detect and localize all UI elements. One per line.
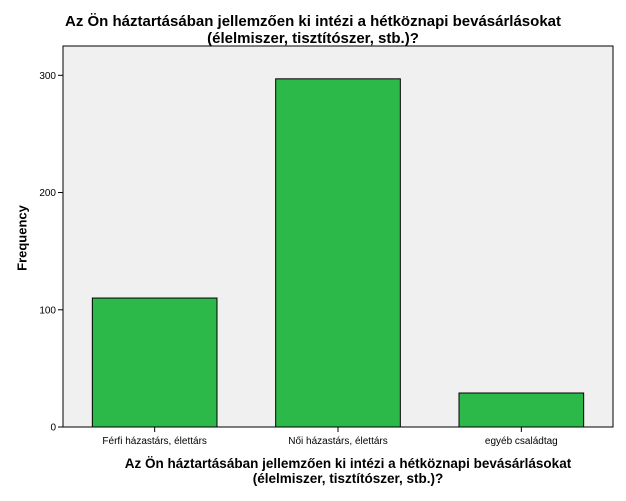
y-tick-label: 0 — [50, 423, 56, 434]
chart-title-line-2: (élelmiszer, tisztítószer, stb.)? — [207, 30, 419, 47]
x-axis-label: Az Ön háztartásában jellemzően ki intézi… — [35, 456, 626, 486]
y-tick-label: 300 — [39, 71, 56, 82]
x-axis-label-line-2: (élelmiszer, tisztítószer, stb.)? — [252, 471, 444, 486]
chart-title-line-1: Az Ön háztartásában jellemzően ki intézi… — [65, 13, 561, 30]
bar — [458, 392, 585, 428]
x-axis-label-line-1: Az Ön háztartásában jellemzően ki intézi… — [124, 456, 572, 471]
bar — [275, 78, 401, 428]
x-tick-label: egyéb családtag — [485, 436, 558, 447]
bar — [91, 297, 218, 428]
y-tick-label: 100 — [39, 305, 56, 316]
x-tick-label: Férfi házastárs, élettárs — [102, 436, 206, 447]
chart-title: Az Ön háztartásában jellemzően ki intézi… — [0, 13, 626, 47]
x-tick-label: Női házastárs, élettárs — [288, 436, 388, 447]
y-tick-label: 200 — [39, 188, 56, 199]
y-axis-label: Frequency — [14, 205, 30, 271]
